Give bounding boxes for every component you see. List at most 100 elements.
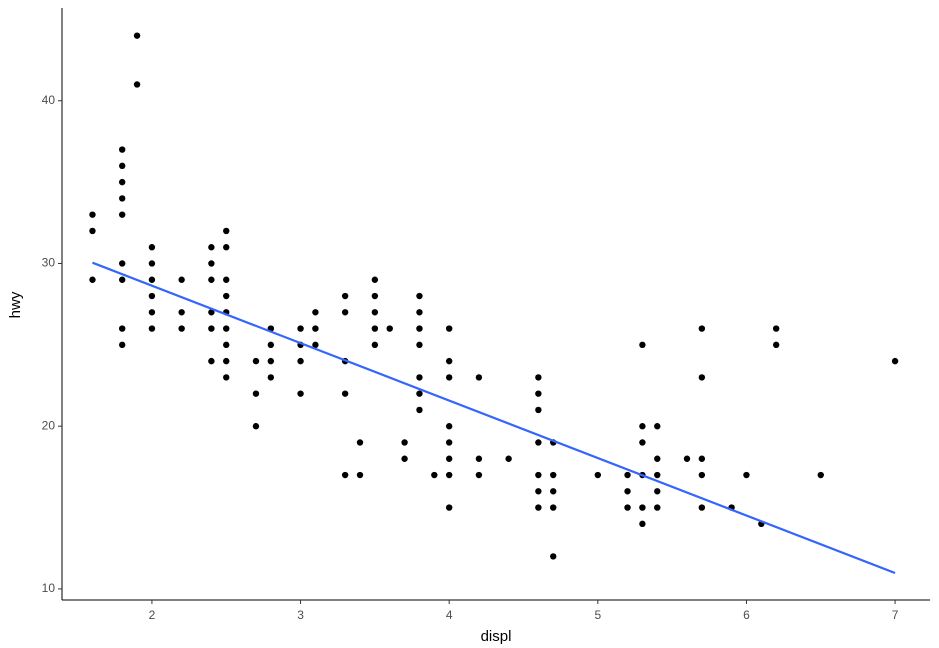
- y-tick-label: 30: [42, 256, 56, 270]
- x-axis-label: displ: [481, 628, 512, 645]
- point: [267, 357, 275, 365]
- point: [118, 178, 126, 186]
- point: [401, 439, 408, 446]
- point: [148, 244, 156, 251]
- point: [89, 227, 96, 235]
- point: [698, 374, 706, 381]
- point: [535, 504, 542, 511]
- point: [535, 406, 542, 414]
- point: [639, 520, 646, 528]
- point: [118, 211, 126, 218]
- point: [698, 504, 706, 511]
- point: [208, 244, 215, 251]
- point: [118, 146, 126, 153]
- point: [416, 390, 423, 397]
- point: [371, 276, 379, 283]
- point: [445, 455, 453, 462]
- x-tick-label: 5: [594, 608, 601, 622]
- point: [178, 325, 185, 332]
- point: [535, 488, 542, 495]
- point: [148, 260, 156, 267]
- point: [118, 325, 126, 332]
- point: [118, 260, 126, 267]
- point: [208, 276, 215, 283]
- point: [654, 423, 661, 430]
- point: [178, 276, 185, 283]
- point: [312, 341, 319, 349]
- point: [223, 292, 230, 300]
- point: [654, 471, 661, 479]
- point: [341, 309, 349, 316]
- point: [594, 471, 602, 479]
- point: [445, 357, 453, 365]
- point: [639, 504, 646, 511]
- point: [445, 504, 453, 511]
- point: [772, 325, 780, 332]
- point: [698, 471, 706, 479]
- point: [639, 423, 646, 430]
- point: [148, 276, 156, 283]
- point: [505, 455, 512, 462]
- point: [297, 390, 304, 397]
- point: [535, 439, 542, 446]
- point: [535, 390, 542, 397]
- point: [743, 471, 750, 479]
- point: [208, 325, 215, 332]
- point: [178, 309, 185, 316]
- point: [416, 292, 423, 300]
- point: [118, 162, 126, 170]
- x-tick-label: 2: [149, 608, 156, 622]
- point: [654, 455, 661, 462]
- point: [550, 471, 557, 479]
- y-tick-label: 40: [42, 93, 56, 107]
- point: [416, 325, 423, 332]
- point: [297, 357, 304, 365]
- point: [223, 325, 230, 332]
- point: [312, 325, 319, 332]
- x-tick-label: 7: [892, 608, 899, 622]
- point: [698, 455, 706, 462]
- point: [550, 488, 557, 495]
- point: [133, 81, 141, 88]
- point: [445, 439, 453, 446]
- point: [252, 423, 260, 430]
- point: [698, 325, 706, 332]
- point: [89, 276, 96, 283]
- point: [445, 374, 453, 381]
- point: [416, 309, 423, 316]
- point: [89, 211, 96, 218]
- point: [475, 471, 483, 479]
- point: [654, 488, 661, 495]
- point: [445, 471, 453, 479]
- x-tick-label: 4: [446, 608, 453, 622]
- point: [416, 406, 423, 414]
- point: [208, 357, 215, 365]
- point: [252, 390, 260, 397]
- point: [445, 423, 453, 430]
- point: [891, 357, 899, 365]
- y-tick-label: 20: [42, 418, 56, 432]
- point: [416, 374, 423, 381]
- point: [356, 439, 364, 446]
- point: [208, 309, 215, 316]
- y-axis-label: hwy: [7, 291, 24, 318]
- point: [208, 260, 215, 267]
- point: [312, 309, 319, 316]
- point: [223, 341, 230, 349]
- point: [252, 357, 260, 365]
- point: [341, 292, 349, 300]
- point: [223, 374, 230, 381]
- point: [341, 390, 349, 397]
- point: [371, 292, 379, 300]
- point: [817, 471, 824, 479]
- fit-line: [92, 261, 896, 575]
- point: [550, 553, 557, 560]
- point: [118, 276, 126, 283]
- point: [118, 341, 126, 349]
- point: [431, 471, 438, 479]
- point: [386, 325, 393, 332]
- point: [118, 195, 126, 202]
- point: [371, 325, 379, 332]
- point: [624, 488, 631, 495]
